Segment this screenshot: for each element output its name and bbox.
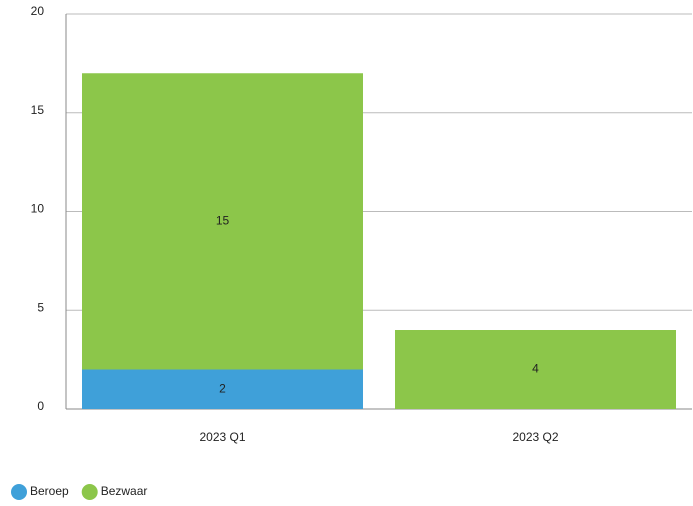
- x-tick-label: 2023 Q2: [512, 430, 558, 444]
- bar-segment: [82, 73, 363, 370]
- x-tick-label: 2023 Q1: [199, 430, 245, 444]
- data-label: 2: [219, 381, 226, 395]
- y-tick-label: 10: [31, 202, 45, 216]
- data-label: 15: [216, 214, 230, 228]
- legend-swatch: [81, 484, 98, 500]
- legend-label: Beroep: [30, 484, 69, 498]
- y-tick-label: 5: [37, 300, 44, 314]
- y-tick-label: 20: [31, 4, 45, 18]
- bar-segment: [395, 330, 676, 409]
- legend-label: Bezwaar: [101, 484, 148, 498]
- bar-segment: [82, 369, 363, 409]
- legend-swatch: [11, 484, 27, 500]
- y-tick-label: 0: [37, 399, 44, 413]
- y-tick-label: 15: [31, 103, 45, 117]
- data-label: 4: [532, 362, 539, 376]
